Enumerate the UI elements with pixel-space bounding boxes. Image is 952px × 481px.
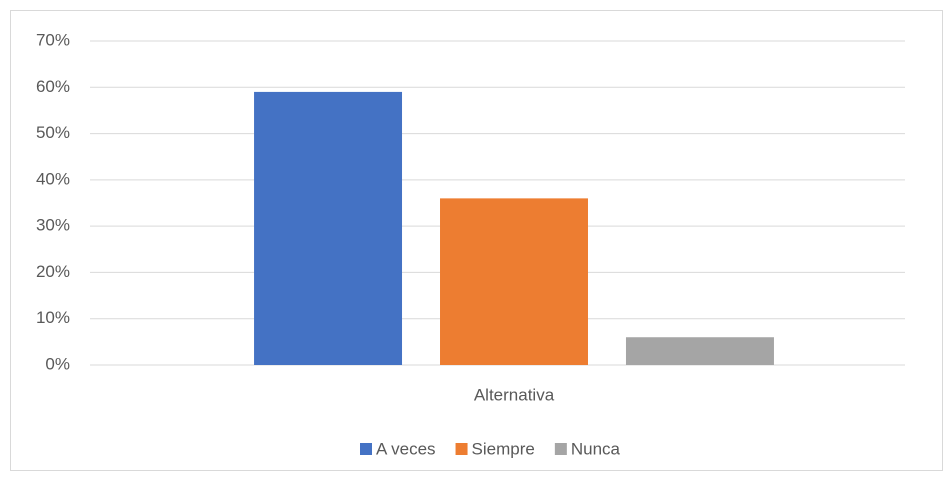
bar [254, 91, 403, 366]
y-tick-label: 20% [36, 262, 70, 281]
legend-swatch [360, 443, 372, 455]
legend-swatch [554, 443, 567, 455]
x-tick-label: Alternativa [474, 385, 555, 404]
bar [625, 337, 774, 365]
y-tick-label: 60% [36, 77, 70, 96]
bar [440, 198, 588, 365]
y-tick-label: 70% [36, 30, 70, 49]
y-tick-label: 0% [45, 354, 70, 373]
legend-swatch [455, 443, 468, 455]
y-tick-label: 50% [36, 123, 70, 142]
legend-label: Siempre [472, 439, 535, 458]
y-tick-label: 40% [36, 169, 70, 188]
legend-label: Nunca [571, 439, 621, 458]
y-tick-label: 10% [36, 308, 70, 327]
legend-label: A veces [376, 439, 436, 458]
y-tick-label: 30% [36, 216, 70, 235]
